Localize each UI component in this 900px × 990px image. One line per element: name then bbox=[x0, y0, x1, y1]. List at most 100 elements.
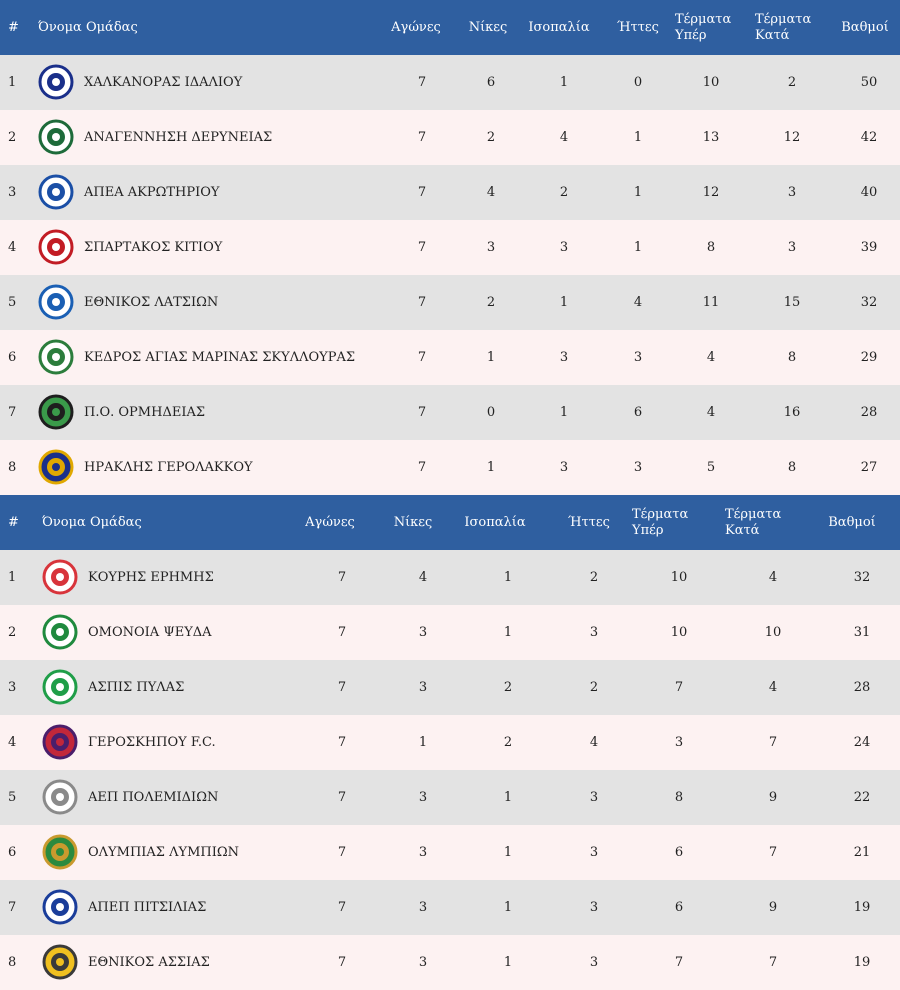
team-name-link[interactable]: ΚΟΥΡΗΣ ΕΡΗΜΗΣ bbox=[88, 570, 214, 585]
team-name-link[interactable]: ΕΘΝΙΚΟΣ ΑΣΣΙΑΣ bbox=[88, 955, 210, 970]
table-row[interactable]: 4 ΓΕΡΟΣΚΗΠΟΥ F.C. 7 1 2 4 3 7 24 bbox=[0, 715, 900, 770]
table-row[interactable]: 8 ΕΘΝΙΚΟΣ ΑΣΣΙΑΣ 7 3 1 3 7 7 19 bbox=[0, 935, 900, 990]
header-goals-against: Τέρματα Κατά bbox=[725, 495, 785, 550]
team-name-link[interactable]: ΑΣΠΙΣ ΠΥΛΑΣ bbox=[88, 680, 185, 695]
club-crest-icon bbox=[38, 64, 74, 100]
played-cell: 7 bbox=[417, 130, 427, 145]
losses-cell: 3 bbox=[589, 845, 599, 860]
table-row[interactable]: 6 ΟΛΥΜΠΙΑΣ ΛΥΜΠΙΩΝ 7 3 1 3 6 7 21 bbox=[0, 825, 900, 880]
goals-against-cell: 10 bbox=[764, 625, 782, 640]
goals-against-cell: 9 bbox=[768, 900, 778, 915]
header-goals-against: Τέρματα Κατά bbox=[755, 0, 815, 55]
team-name-link[interactable]: ΕΘΝΙΚΟΣ ΛΑΤΣΙΩΝ bbox=[84, 295, 219, 310]
goals-for-cell: 11 bbox=[702, 295, 720, 310]
points-cell: 28 bbox=[853, 680, 871, 695]
team-name-link[interactable]: ΣΠΑΡΤΑΚΟΣ ΚΙΤΙΟΥ bbox=[84, 240, 223, 255]
losses-cell: 3 bbox=[633, 350, 643, 365]
draws-cell: 4 bbox=[559, 130, 569, 145]
goals-for-cell: 4 bbox=[706, 350, 716, 365]
wins-cell: 2 bbox=[486, 295, 496, 310]
header-goals-for: Τέρματα Υπέρ bbox=[632, 495, 692, 550]
draws-cell: 1 bbox=[503, 570, 513, 585]
header-line: Τέρματα bbox=[755, 11, 812, 27]
table-row[interactable]: 2 ΟΜΟΝΟΙΑ ΨΕΥΔΑ 7 3 1 3 10 10 31 bbox=[0, 605, 900, 660]
played-cell: 7 bbox=[417, 185, 427, 200]
team-name-link[interactable]: ΚΕΔΡΟΣ ΑΓΙΑΣ ΜΑΡΙΝΑΣ ΣΚΥΛΛΟΥΡΑΣ bbox=[84, 350, 356, 365]
draws-cell: 2 bbox=[503, 735, 513, 750]
club-crest-icon bbox=[38, 449, 74, 485]
team-name-link[interactable]: ΑΠΕΠ ΠΙΤΣΙΛΙΑΣ bbox=[88, 900, 207, 915]
table-row[interactable]: 5 ΕΘΝΙΚΟΣ ΛΑΤΣΙΩΝ 7 2 1 4 11 15 32 bbox=[0, 275, 900, 330]
standings-table: # Όνομα Ομάδας Αγώνες Νίκες Ισοπαλία Ήττες Τέρ… bbox=[0, 495, 900, 990]
losses-cell: 1 bbox=[633, 240, 643, 255]
points-cell: 40 bbox=[860, 185, 878, 200]
played-cell: 7 bbox=[337, 955, 347, 970]
points-cell: 31 bbox=[853, 625, 871, 640]
draws-cell: 1 bbox=[503, 955, 513, 970]
played-cell: 7 bbox=[337, 625, 347, 640]
goals-for-cell: 3 bbox=[674, 735, 684, 750]
draws-cell: 3 bbox=[559, 240, 569, 255]
club-crest-icon bbox=[42, 779, 78, 815]
wins-cell: 4 bbox=[418, 570, 428, 585]
rank-cell: 5 bbox=[8, 295, 17, 310]
header-team-name: Όνομα Ομάδας bbox=[42, 514, 142, 530]
points-cell: 32 bbox=[860, 295, 878, 310]
table-row[interactable]: 3 ΑΣΠΙΣ ΠΥΛΑΣ 7 3 2 2 7 4 28 bbox=[0, 660, 900, 715]
points-cell: 19 bbox=[853, 900, 871, 915]
table-row[interactable]: 1 ΚΟΥΡΗΣ ΕΡΗΜΗΣ 7 4 1 2 10 4 32 bbox=[0, 550, 900, 605]
team-name-link[interactable]: Π.Ο. ΟΡΜΗΔΕΙΑΣ bbox=[84, 405, 206, 420]
team-name-link[interactable]: ΓΕΡΟΣΚΗΠΟΥ F.C. bbox=[88, 735, 216, 750]
played-cell: 7 bbox=[337, 790, 347, 805]
header-rank: # bbox=[8, 19, 19, 35]
table-row[interactable]: 1 ΧΑΛΚΑΝΟΡΑΣ ΙΔΑΛΙΟΥ 7 6 1 0 10 2 50 bbox=[0, 55, 900, 110]
wins-cell: 0 bbox=[486, 405, 496, 420]
goals-for-cell: 7 bbox=[674, 680, 684, 695]
wins-cell: 3 bbox=[418, 680, 428, 695]
header-losses: Ήττες bbox=[568, 514, 610, 530]
wins-cell: 4 bbox=[486, 185, 496, 200]
header-draws: Ισοπαλία bbox=[464, 514, 526, 530]
played-cell: 7 bbox=[417, 75, 427, 90]
table-row[interactable]: 5 ΑΕΠ ΠΟΛΕΜΙΔΙΩΝ 7 3 1 3 8 9 22 bbox=[0, 770, 900, 825]
table-row[interactable]: 7 Π.Ο. ΟΡΜΗΔΕΙΑΣ 7 0 1 6 4 16 28 bbox=[0, 385, 900, 440]
points-cell: 21 bbox=[853, 845, 871, 860]
goals-for-cell: 8 bbox=[706, 240, 716, 255]
draws-cell: 3 bbox=[559, 350, 569, 365]
draws-cell: 1 bbox=[559, 405, 569, 420]
points-cell: 27 bbox=[860, 460, 878, 475]
team-name-link[interactable]: ΟΜΟΝΟΙΑ ΨΕΥΔΑ bbox=[88, 625, 212, 640]
rank-cell: 3 bbox=[8, 185, 17, 200]
header-line: Κατά bbox=[755, 27, 790, 43]
table-row[interactable]: 8 ΗΡΑΚΛΗΣ ΓΕΡΟΛΑΚΚΟΥ 7 1 3 3 5 8 27 bbox=[0, 440, 900, 495]
wins-cell: 3 bbox=[418, 625, 428, 640]
losses-cell: 3 bbox=[589, 625, 599, 640]
played-cell: 7 bbox=[417, 460, 427, 475]
table-row[interactable]: 7 ΑΠΕΠ ΠΙΤΣΙΛΙΑΣ 7 3 1 3 6 9 19 bbox=[0, 880, 900, 935]
losses-cell: 2 bbox=[589, 680, 599, 695]
played-cell: 7 bbox=[337, 570, 347, 585]
losses-cell: 4 bbox=[633, 295, 643, 310]
team-name-link[interactable]: ΗΡΑΚΛΗΣ ΓΕΡΟΛΑΚΚΟΥ bbox=[84, 460, 253, 475]
table-header: # Όνομα Ομάδας Αγώνες Νίκες Ισοπαλία Ήττες Τέρ… bbox=[0, 0, 900, 55]
table-row[interactable]: 6 ΚΕΔΡΟΣ ΑΓΙΑΣ ΜΑΡΙΝΑΣ ΣΚΥΛΛΟΥΡΑΣ 7 1 3 3 4 8 29 bbox=[0, 330, 900, 385]
header-losses: Ήττες bbox=[617, 19, 659, 35]
goals-for-cell: 10 bbox=[702, 75, 720, 90]
goals-for-cell: 6 bbox=[674, 900, 684, 915]
team-name-link[interactable]: ΑΠΕΑ ΑΚΡΩΤΗΡΙΟΥ bbox=[84, 185, 220, 200]
goals-for-cell: 13 bbox=[702, 130, 720, 145]
team-name-link[interactable]: ΑΕΠ ΠΟΛΕΜΙΔΙΩΝ bbox=[88, 790, 219, 805]
points-cell: 19 bbox=[853, 955, 871, 970]
table-row[interactable]: 4 ΣΠΑΡΤΑΚΟΣ ΚΙΤΙΟΥ 7 3 3 1 8 3 39 bbox=[0, 220, 900, 275]
goals-against-cell: 8 bbox=[787, 350, 797, 365]
team-name-link[interactable]: ΑΝΑΓΕΝΝΗΣΗ ΔΕΡΥΝΕΙΑΣ bbox=[84, 130, 273, 145]
team-name-link[interactable]: ΟΛΥΜΠΙΑΣ ΛΥΜΠΙΩΝ bbox=[88, 845, 240, 860]
table-row[interactable]: 3 ΑΠΕΑ ΑΚΡΩΤΗΡΙΟΥ 7 4 2 1 12 3 40 bbox=[0, 165, 900, 220]
goals-against-cell: 7 bbox=[768, 955, 778, 970]
header-line: Υπέρ bbox=[632, 522, 664, 538]
team-name-link[interactable]: ΧΑΛΚΑΝΟΡΑΣ ΙΔΑΛΙΟΥ bbox=[84, 75, 243, 90]
header-played: Αγώνες bbox=[391, 19, 441, 35]
wins-cell: 3 bbox=[486, 240, 496, 255]
table-row[interactable]: 2 ΑΝΑΓΕΝΝΗΣΗ ΔΕΡΥΝΕΙΑΣ 7 2 4 1 13 12 42 bbox=[0, 110, 900, 165]
